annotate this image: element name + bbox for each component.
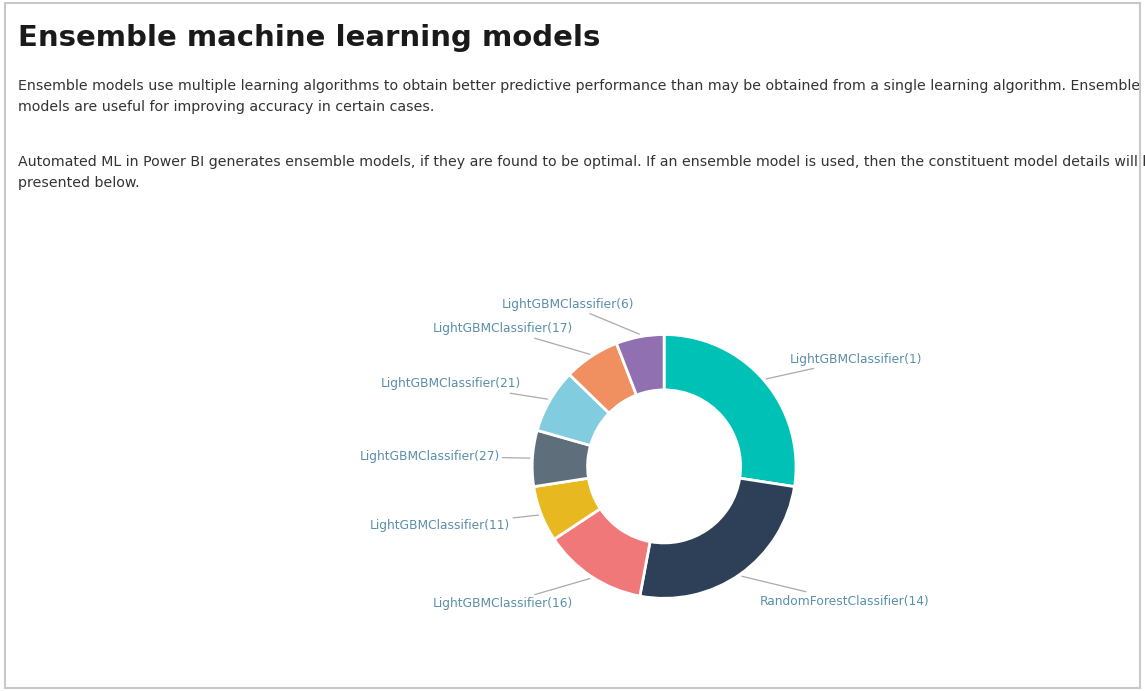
- Text: Ensemble machine learning models: Ensemble machine learning models: [18, 24, 601, 53]
- Wedge shape: [532, 430, 591, 486]
- Text: LightGBMClassifier(6): LightGBMClassifier(6): [502, 298, 639, 334]
- Text: LightGBMClassifier(21): LightGBMClassifier(21): [381, 377, 547, 399]
- Text: RandomForestClassifier(14): RandomForestClassifier(14): [742, 576, 929, 607]
- Text: Ensemble models use multiple learning algorithms to obtain better predictive per: Ensemble models use multiple learning al…: [18, 79, 1140, 114]
- Text: LightGBMClassifier(27): LightGBMClassifier(27): [360, 450, 530, 463]
- Wedge shape: [537, 375, 609, 446]
- Circle shape: [587, 390, 741, 543]
- Text: LightGBMClassifier(17): LightGBMClassifier(17): [433, 323, 590, 354]
- Wedge shape: [534, 478, 600, 539]
- Wedge shape: [554, 509, 650, 596]
- Text: LightGBMClassifier(1): LightGBMClassifier(1): [766, 352, 922, 379]
- Text: LightGBMClassifier(11): LightGBMClassifier(11): [370, 515, 538, 533]
- Text: Automated ML in Power BI generates ensemble models, if they are found to be opti: Automated ML in Power BI generates ensem…: [18, 155, 1145, 190]
- Wedge shape: [640, 478, 795, 598]
- Wedge shape: [569, 343, 637, 413]
- Wedge shape: [616, 334, 664, 395]
- Wedge shape: [664, 334, 796, 486]
- Text: LightGBMClassifier(16): LightGBMClassifier(16): [433, 578, 590, 610]
